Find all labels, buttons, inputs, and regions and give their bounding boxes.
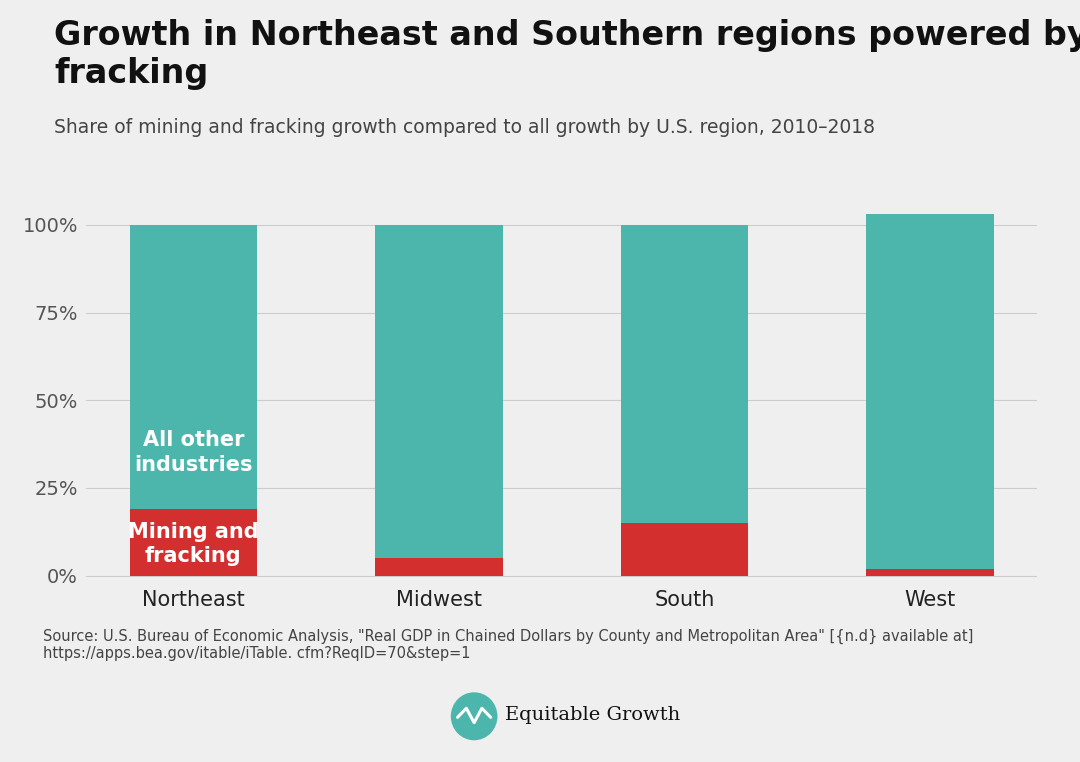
Text: Equitable Growth: Equitable Growth [505, 706, 680, 724]
Circle shape [450, 692, 498, 741]
Text: All other
industries: All other industries [134, 431, 253, 475]
Bar [375, 225, 502, 558]
Text: Source: U.S. Bureau of Economic Analysis, "Real GDP in Chained Dollars by County: Source: U.S. Bureau of Economic Analysis… [43, 629, 973, 661]
Text: Growth in Northeast and Southern regions powered by mining and
fracking: Growth in Northeast and Southern regions… [54, 19, 1080, 90]
Bar [130, 225, 257, 509]
Bar [866, 568, 994, 575]
Bar [375, 558, 502, 575]
Bar [130, 509, 257, 575]
Text: Share of mining and fracking growth compared to all growth by U.S. region, 2010–: Share of mining and fracking growth comp… [54, 118, 875, 137]
Bar [621, 523, 748, 575]
Text: Mining and
fracking: Mining and fracking [129, 522, 259, 566]
Bar [866, 214, 994, 568]
Bar [621, 225, 748, 523]
